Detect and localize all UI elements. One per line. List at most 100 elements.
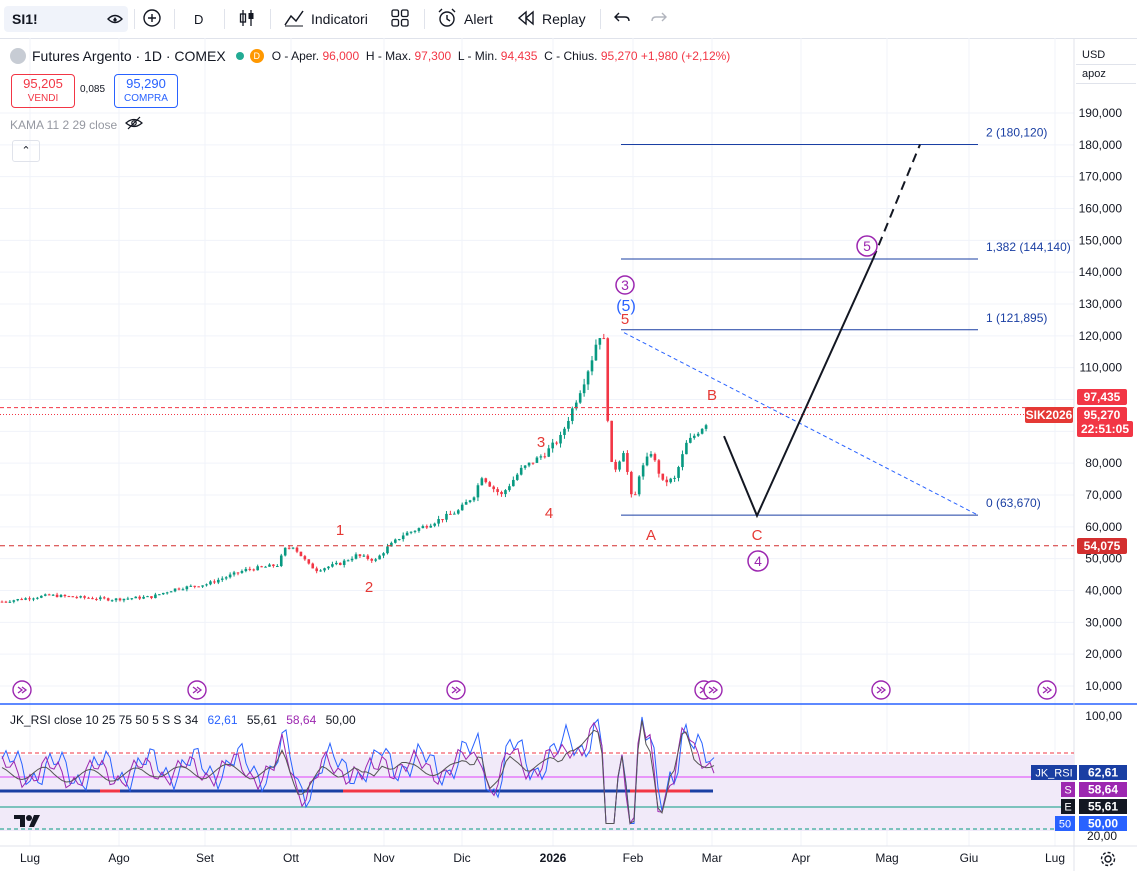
candle-body [405, 532, 409, 536]
chart-type-button[interactable] [237, 6, 257, 32]
symbol-search[interactable]: SI1! [4, 6, 128, 32]
gear-icon[interactable] [1099, 850, 1117, 873]
kama-study-label: KAMA 11 2 29 close [10, 117, 118, 132]
rsi-tag-label [1061, 782, 1075, 797]
redo-button[interactable] [650, 6, 668, 32]
price-tick: 80,000 [1085, 456, 1122, 470]
tag-countdown [1077, 421, 1133, 437]
candle-body [201, 585, 204, 587]
candle-body [512, 479, 515, 487]
rsi-tag-value-text: 62,61 [1088, 766, 1118, 780]
tag-countdown-text: 22:51:05 [1081, 422, 1129, 436]
scale-mode-selector[interactable]: apoz [1076, 65, 1136, 84]
circle-wave-3 [615, 275, 635, 295]
rsi-value-3: 58,64 [286, 713, 317, 727]
candle-body [700, 428, 704, 434]
candle-body [464, 502, 468, 505]
candle-body [460, 504, 464, 511]
candle-body [134, 596, 138, 599]
price-scale-settings[interactable]: USD apoz [1076, 46, 1136, 84]
candle-body [346, 560, 350, 562]
event-markers [12, 680, 1057, 700]
fib-label: 2 (180,120) [986, 125, 1047, 139]
candles-icon [237, 8, 257, 31]
price-tick: 170,000 [1079, 170, 1123, 184]
candle-body [350, 558, 354, 561]
rsi-value-1: 62,61 [207, 713, 238, 727]
price-candles [0, 333, 708, 604]
candle-body [421, 526, 425, 529]
eye-icon[interactable] [106, 10, 124, 33]
rsi-title: JK_RSI close 10 25 75 50 5 S S 34 [10, 713, 199, 727]
candle-body [551, 442, 554, 449]
alarm-clock-icon [436, 7, 458, 32]
candle-body [24, 598, 27, 600]
plus-circle-icon [142, 8, 162, 31]
circle-wave-5 [856, 235, 878, 257]
price-tick: 70,000 [1085, 488, 1122, 502]
sell-button[interactable]: 95,205 VENDI [11, 74, 75, 108]
candle-body [397, 539, 401, 541]
top-toolbar: SI1! D Indicatori Alert Replay [0, 0, 1137, 39]
time-tick: Nov [373, 851, 394, 865]
candle-body [158, 594, 161, 596]
price-tick: 60,000 [1085, 520, 1122, 534]
candle-body [118, 598, 122, 601]
candle-body [47, 594, 51, 596]
undo-button[interactable] [613, 6, 631, 32]
rsi-tag-value [1079, 782, 1127, 797]
candle-body [401, 535, 405, 540]
candle-body [673, 477, 676, 479]
candle-body [453, 513, 456, 515]
candle-body [492, 486, 495, 490]
candle-body [677, 467, 680, 478]
currency-selector[interactable]: USD [1076, 46, 1136, 65]
fib-label: 0 (63,670) [986, 496, 1041, 510]
candle-body [295, 547, 299, 552]
candle-body [213, 581, 216, 583]
symbol-name: SI1! [12, 11, 38, 27]
interval-button[interactable]: D [194, 11, 204, 27]
candle-body [539, 456, 543, 458]
replay-button[interactable]: Replay [516, 6, 586, 32]
candle-body [240, 571, 244, 573]
candle-body [610, 420, 613, 462]
event-arrow-icon [192, 686, 203, 694]
fib-label: 1,382 (144,140) [986, 240, 1071, 254]
candle-body [692, 435, 696, 438]
rsi-tag-value-text: 50,00 [1088, 817, 1118, 831]
silver-logo [10, 48, 26, 64]
candle-body [543, 456, 547, 458]
eye-off-icon[interactable] [125, 116, 144, 133]
symbol-title[interactable]: Futures Argento · 1D · COMEX [32, 48, 226, 64]
layouts-button[interactable] [390, 6, 410, 32]
candle-body [681, 454, 684, 468]
collapse-legend-button[interactable]: ⌃ [12, 140, 40, 162]
candle-body [449, 513, 452, 515]
candle-body [500, 492, 503, 495]
indicators-button[interactable]: Indicatori [283, 6, 368, 32]
candle-body [4, 601, 8, 603]
candle-body [618, 461, 621, 470]
candle-body [99, 597, 102, 600]
rewind-icon [516, 9, 536, 30]
candle-body [272, 564, 275, 567]
buy-button[interactable]: 95,290 COMPRA [114, 74, 178, 108]
rsi-tag-label [1055, 816, 1075, 831]
candle-body [193, 585, 197, 587]
candle-body [299, 551, 303, 557]
rsi-band [0, 755, 1074, 831]
price-tick: 130,000 [1079, 297, 1123, 311]
time-tick: Mag [875, 851, 898, 865]
kama-study-legend[interactable]: KAMA 11 2 29 close [10, 116, 144, 133]
sell-label: VENDI [27, 93, 59, 104]
chart-canvas[interactable]: 0 (63,670) 1 (121,895) 1,382 (144,140) 2 (1… [0, 38, 1137, 871]
event-arrow-icon [17, 686, 28, 694]
candle-body [256, 566, 259, 571]
add-compare-button[interactable] [142, 6, 162, 32]
alert-button[interactable]: Alert [436, 6, 493, 32]
candle-body [382, 553, 385, 556]
wave-label: A [646, 527, 656, 544]
time-tick: Set [196, 851, 215, 865]
candle-body [370, 558, 374, 561]
